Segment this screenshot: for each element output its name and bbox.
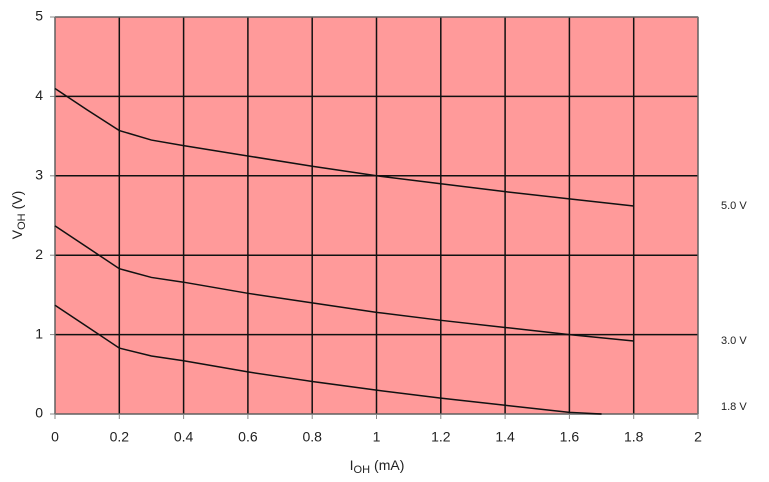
x-tick-label: 2 [694,429,702,445]
plot-border [54,16,699,415]
x-axis-label: IOH (mA) [350,457,405,476]
x-tick-label: 1.8 [624,429,644,445]
series-line [54,225,634,342]
x-tick-label: 0.2 [110,429,130,445]
x-tick-label: 0.6 [238,429,258,445]
x-tick-label: 1.2 [431,429,451,445]
x-label-unit: (mA) [374,457,404,473]
series-label: 5.0 V [721,200,747,212]
y-tick-label: 3 [35,167,43,183]
x-tick-label: 1.6 [560,429,580,445]
x-label-main: I [350,457,354,473]
y-tick-label: 1 [35,325,43,341]
x-tick-label: 1.4 [495,429,515,445]
y-label-unit: (V) [9,191,25,210]
x-tick-label: 1 [373,429,381,445]
y-tick-label: 0 [35,405,43,421]
y-tick-label: 4 [35,87,43,103]
x-label-sub: OH [354,464,371,476]
series-line [54,304,602,415]
series-line [54,87,634,207]
x-tick-label: 0.4 [174,429,194,445]
x-tick-label: 0 [51,429,59,445]
y-axis-label: VOH (V) [9,191,28,240]
y-label-sub: OH [16,213,28,230]
x-tick-label: 0.8 [302,429,322,445]
series-label: 1.8 V [721,401,747,413]
y-label-main: V [9,229,25,239]
y-tick-label: 5 [35,8,43,24]
y-tick-label: 2 [35,246,43,262]
series-label: 3.0 V [721,335,747,347]
